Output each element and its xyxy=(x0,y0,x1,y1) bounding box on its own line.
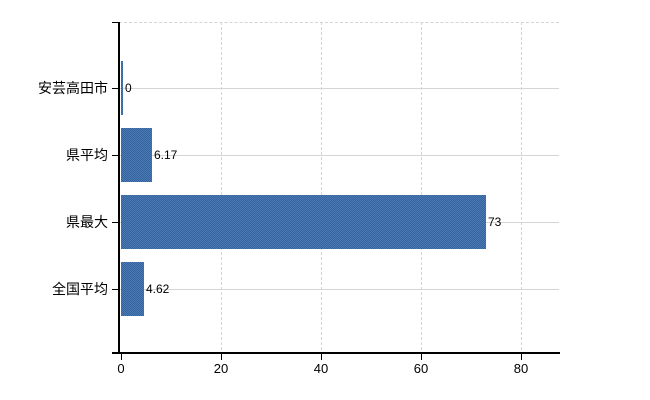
x-tick-label: 60 xyxy=(413,361,429,376)
x-axis-tick xyxy=(421,354,422,360)
bar xyxy=(121,61,123,115)
gridline-row xyxy=(119,289,559,290)
category-label: 県平均 xyxy=(66,147,108,163)
x-axis-line xyxy=(112,352,560,354)
x-axis-tick xyxy=(521,354,522,360)
gridline-vertical xyxy=(321,22,322,350)
category-label: 安芸高田市 xyxy=(38,80,108,96)
bar xyxy=(121,262,144,316)
gridline-vertical xyxy=(521,22,522,350)
bar-value-label: 6.17 xyxy=(154,148,178,162)
y-axis-tick xyxy=(112,222,118,223)
gridline-row xyxy=(119,88,559,89)
x-tick-label: 0 xyxy=(117,361,125,376)
bar-value-label: 4.62 xyxy=(146,282,170,296)
x-axis-tick xyxy=(121,354,122,360)
bar xyxy=(121,128,152,182)
bar xyxy=(121,195,486,249)
plot-top-border xyxy=(119,22,559,23)
y-axis-line xyxy=(118,22,120,353)
gridline-vertical xyxy=(221,22,222,350)
x-tick-label: 20 xyxy=(213,361,229,376)
gridline-vertical xyxy=(421,22,422,350)
y-axis-tick xyxy=(112,155,118,156)
x-tick-label: 80 xyxy=(513,361,529,376)
gridline-row xyxy=(119,155,559,156)
x-tick-label: 40 xyxy=(313,361,329,376)
category-label: 県最大 xyxy=(66,214,108,230)
y-axis-tick xyxy=(112,289,118,290)
bar-value-label: 0 xyxy=(125,81,132,95)
y-axis-tick xyxy=(112,88,118,89)
y-axis-tick xyxy=(112,22,118,23)
x-axis-tick xyxy=(221,354,222,360)
category-label: 全国平均 xyxy=(52,281,108,297)
bar-value-label: 73 xyxy=(488,215,502,229)
x-axis-tick xyxy=(321,354,322,360)
